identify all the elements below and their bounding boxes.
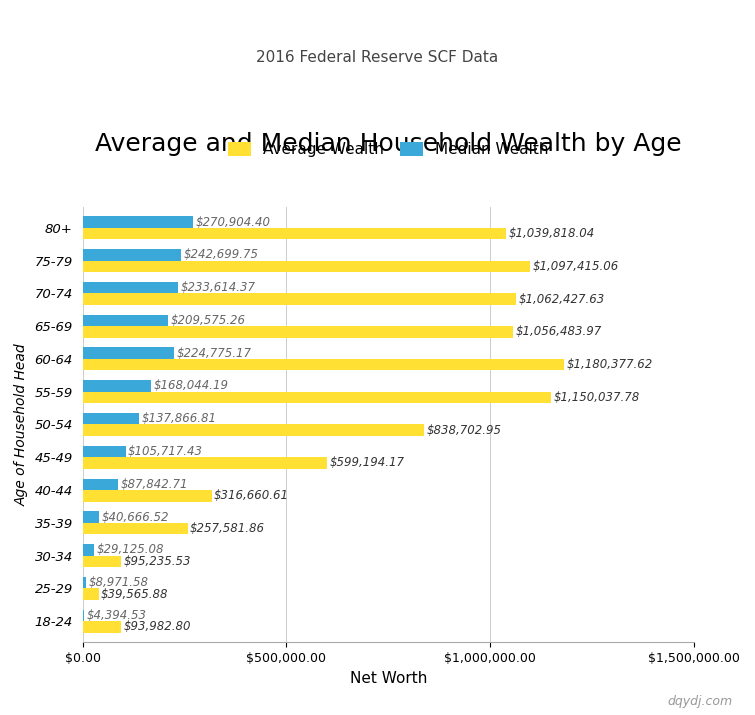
Bar — [82, 458, 327, 469]
Y-axis label: Age of Household Head: Age of Household Head — [15, 343, 29, 506]
Text: 2016 Federal Reserve SCF Data: 2016 Federal Reserve SCF Data — [257, 50, 498, 65]
Bar — [82, 413, 139, 425]
Text: $242,699.75: $242,699.75 — [184, 248, 259, 262]
Bar — [82, 380, 151, 392]
Text: $39,565.88: $39,565.88 — [101, 588, 168, 601]
Text: $257,581.86: $257,581.86 — [190, 522, 265, 535]
X-axis label: Net Worth: Net Worth — [350, 671, 427, 686]
Text: $8,971.58: $8,971.58 — [88, 576, 149, 589]
Legend: Average Wealth, Median Wealth: Average Wealth, Median Wealth — [222, 136, 554, 163]
Bar — [82, 511, 99, 523]
Text: $95,235.53: $95,235.53 — [124, 555, 191, 568]
Title: Average and Median Household Wealth by Age: Average and Median Household Wealth by A… — [95, 132, 682, 156]
Text: $168,044.19: $168,044.19 — [153, 380, 229, 393]
Text: $209,575.26: $209,575.26 — [171, 314, 245, 327]
Bar — [82, 445, 125, 458]
Bar — [82, 359, 564, 370]
Text: $838,702.95: $838,702.95 — [427, 424, 502, 437]
Bar — [82, 478, 119, 490]
Text: dqydj.com: dqydj.com — [667, 695, 732, 708]
Bar — [82, 544, 94, 556]
Bar — [82, 282, 177, 293]
Text: $4,394.53: $4,394.53 — [87, 609, 146, 622]
Bar — [82, 347, 174, 359]
Text: $1,097,415.06: $1,097,415.06 — [532, 260, 618, 273]
Bar — [82, 523, 187, 534]
Text: $1,062,427.63: $1,062,427.63 — [518, 292, 604, 305]
Text: $105,717.43: $105,717.43 — [128, 445, 203, 458]
Bar — [82, 621, 121, 633]
Text: $1,039,818.04: $1,039,818.04 — [509, 227, 595, 240]
Text: $137,866.81: $137,866.81 — [141, 413, 216, 425]
Text: $316,660.61: $316,660.61 — [214, 489, 289, 502]
Bar — [82, 610, 85, 621]
Bar — [82, 588, 99, 600]
Bar — [82, 577, 86, 588]
Bar — [82, 293, 516, 305]
Text: $1,056,483.97: $1,056,483.97 — [516, 325, 602, 338]
Bar — [82, 315, 168, 326]
Bar — [82, 217, 193, 228]
Text: $270,904.40: $270,904.40 — [196, 216, 270, 229]
Bar — [82, 228, 507, 240]
Bar — [82, 326, 513, 337]
Text: $1,180,377.62: $1,180,377.62 — [566, 358, 652, 371]
Bar — [82, 490, 211, 501]
Text: $93,982.80: $93,982.80 — [123, 621, 191, 633]
Text: $87,842.71: $87,842.71 — [121, 478, 188, 490]
Text: $599,194.17: $599,194.17 — [329, 456, 404, 470]
Bar — [82, 556, 122, 567]
Text: $40,666.52: $40,666.52 — [102, 511, 169, 523]
Text: $233,614.37: $233,614.37 — [180, 281, 255, 294]
Text: $1,150,037.78: $1,150,037.78 — [554, 391, 640, 404]
Text: $29,125.08: $29,125.08 — [97, 543, 165, 556]
Bar — [82, 392, 551, 403]
Text: $224,775.17: $224,775.17 — [177, 347, 251, 360]
Bar — [82, 261, 530, 272]
Bar — [82, 249, 181, 261]
Bar — [82, 425, 424, 436]
